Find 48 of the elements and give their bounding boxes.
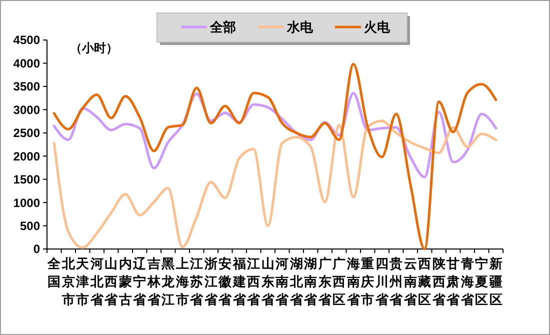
x-tick-label: 安徽省 (218, 256, 233, 307)
x-tick-label: 江苏省 (189, 256, 204, 307)
x-tick-label: 北京市 (60, 256, 76, 307)
x-tick-label: 湖北省 (288, 256, 304, 307)
legend-label: 水电 (286, 20, 314, 35)
x-tick-label: 四川省 (374, 256, 390, 307)
x-tick-label: 陕西省 (431, 256, 446, 307)
legend-label: 火电 (363, 20, 391, 35)
x-tick-label: 上海市 (174, 256, 189, 307)
x-tick-label: 福建省 (232, 256, 247, 307)
x-tick-label: 宁夏区 (474, 256, 488, 307)
y-tick-label: 2500 (13, 126, 40, 140)
x-tick-label: 天津市 (75, 256, 90, 307)
x-tick-label: 甘肃省 (446, 256, 461, 307)
y-tick-label: 0 (33, 242, 40, 256)
x-tick-label: 内蒙古 (118, 256, 132, 307)
x-tick-label: 广东省 (317, 256, 332, 307)
x-tick-label: 贵州省 (388, 256, 404, 307)
y-tick-label: 3000 (13, 102, 40, 117)
annotation: （小时） (70, 41, 118, 55)
x-tick-label: 吉林省 (146, 256, 162, 307)
y-tick-label: 3500 (13, 80, 40, 94)
x-tick-label: 山西省 (104, 256, 119, 307)
x-tick-label: 重庆市 (360, 256, 374, 307)
x-tick-label: 辽宁省 (132, 256, 148, 307)
x-tick-label: 江西省 (246, 256, 262, 307)
x-tick-label: 全国 (46, 256, 62, 289)
x-tick-label: 云南省 (402, 256, 418, 307)
line-series (52, 62, 498, 250)
x-tick-label: 广西区 (332, 256, 346, 307)
legend-label: 全部 (209, 20, 236, 35)
x-tick-label: 海南省 (346, 256, 361, 307)
x-tick-label: 河北省 (89, 256, 104, 307)
x-tick-label: 浙江省 (203, 256, 218, 307)
y-tick-label: 4500 (13, 33, 40, 48)
y-tick-label: 4000 (13, 56, 40, 70)
x-tick-label: 黑龙江 (160, 256, 176, 307)
x-tick-label: 河南省 (274, 256, 290, 307)
y-tick-label: 500 (20, 218, 40, 233)
y-tick-label: 2000 (13, 149, 40, 164)
x-tick-label: 青海省 (460, 256, 475, 307)
x-tick-label: 西藏区 (417, 256, 432, 307)
x-tick-label: 山东省 (260, 256, 276, 307)
line-series (52, 120, 498, 249)
y-tick-label: 1000 (13, 196, 40, 210)
x-tick-label: 湖南省 (303, 256, 318, 307)
x-tick-label: 新疆区 (488, 256, 502, 307)
y-tick-label: 1500 (13, 172, 40, 187)
